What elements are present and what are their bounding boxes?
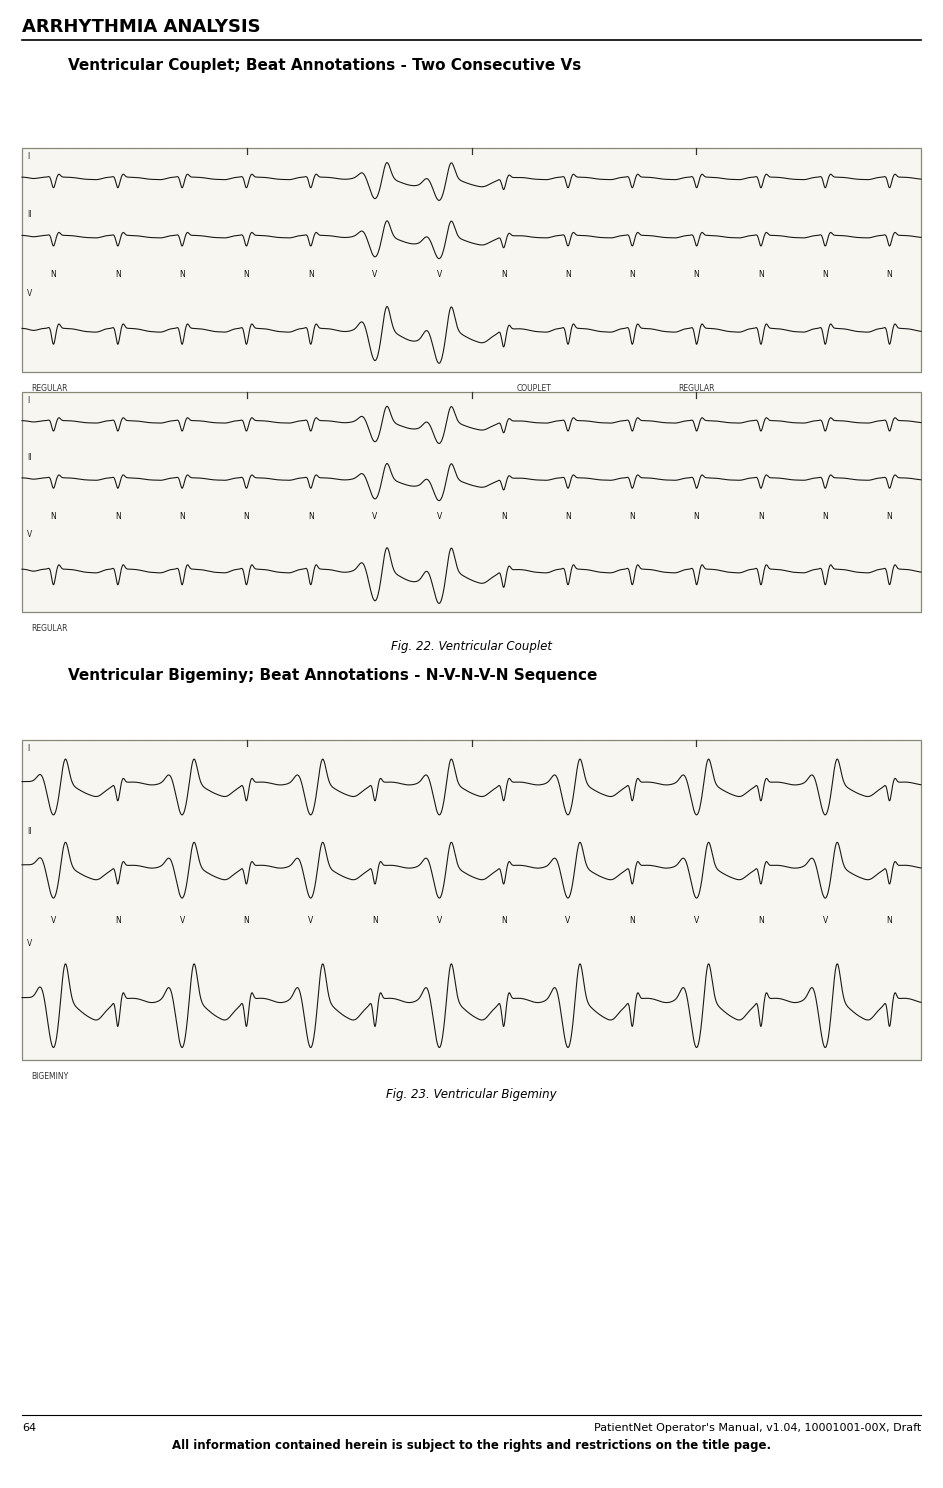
Text: N: N: [179, 269, 185, 280]
Text: N: N: [372, 917, 378, 926]
Text: N: N: [51, 269, 57, 280]
Text: V: V: [27, 289, 32, 298]
Text: V: V: [372, 512, 377, 521]
Text: I: I: [27, 396, 29, 405]
Text: N: N: [501, 512, 506, 521]
Text: N: N: [629, 917, 636, 926]
Text: N: N: [758, 512, 764, 521]
Text: V: V: [27, 939, 32, 948]
Text: N: N: [565, 512, 571, 521]
Text: N: N: [565, 269, 571, 280]
Text: Fig. 23. Ventricular Bigeminy: Fig. 23. Ventricular Bigeminy: [387, 1088, 556, 1101]
Text: N: N: [694, 269, 700, 280]
Text: N: N: [115, 269, 121, 280]
Text: II: II: [27, 210, 31, 219]
Text: Ventricular Couplet; Beat Annotations - Two Consecutive Vs: Ventricular Couplet; Beat Annotations - …: [68, 58, 581, 73]
Text: 64: 64: [22, 1423, 36, 1433]
Text: N: N: [179, 512, 185, 521]
Text: N: N: [758, 917, 764, 926]
Text: REGULAR: REGULAR: [31, 623, 68, 632]
Text: V: V: [437, 269, 442, 280]
Text: N: N: [886, 917, 892, 926]
Text: REGULAR: REGULAR: [678, 384, 715, 393]
Text: II: II: [27, 827, 31, 836]
Text: V: V: [694, 917, 699, 926]
Text: All information contained herein is subject to the rights and restrictions on th: All information contained herein is subj…: [172, 1439, 771, 1452]
Text: V: V: [437, 512, 442, 521]
Text: Fig. 22. Ventricular Couplet: Fig. 22. Ventricular Couplet: [391, 640, 552, 653]
Text: N: N: [243, 269, 249, 280]
Text: I: I: [27, 744, 29, 753]
Text: N: N: [243, 917, 249, 926]
Bar: [22, 391, 921, 612]
Text: II: II: [27, 454, 31, 463]
Text: V: V: [372, 269, 377, 280]
Text: V: V: [27, 530, 32, 539]
Text: N: N: [115, 917, 121, 926]
Text: N: N: [822, 269, 828, 280]
Text: V: V: [308, 917, 313, 926]
Bar: [22, 147, 921, 372]
Text: N: N: [629, 269, 636, 280]
Text: N: N: [501, 917, 506, 926]
Text: N: N: [694, 512, 700, 521]
Text: N: N: [307, 512, 314, 521]
Text: ARRHYTHMIA ANALYSIS: ARRHYTHMIA ANALYSIS: [22, 18, 260, 36]
Text: V: V: [179, 917, 185, 926]
Text: V: V: [51, 917, 56, 926]
Text: COUPLET: COUPLET: [517, 384, 552, 393]
Bar: [22, 740, 921, 1059]
Text: PatientNet Operator's Manual, v1.04, 10001001-00X, Draft: PatientNet Operator's Manual, v1.04, 100…: [594, 1423, 921, 1433]
Text: N: N: [886, 512, 892, 521]
Text: I: I: [27, 152, 29, 161]
Text: N: N: [51, 512, 57, 521]
Text: N: N: [501, 269, 506, 280]
Text: REGULAR: REGULAR: [31, 384, 68, 393]
Text: N: N: [243, 512, 249, 521]
Text: N: N: [307, 269, 314, 280]
Text: N: N: [758, 269, 764, 280]
Text: V: V: [437, 917, 442, 926]
Text: N: N: [115, 512, 121, 521]
Text: V: V: [566, 917, 571, 926]
Text: N: N: [822, 512, 828, 521]
Text: BIGEMINY: BIGEMINY: [31, 1071, 68, 1080]
Text: N: N: [629, 512, 636, 521]
Text: N: N: [886, 269, 892, 280]
Text: Ventricular Bigeminy; Beat Annotations - N-V-N-V-N Sequence: Ventricular Bigeminy; Beat Annotations -…: [68, 668, 597, 683]
Text: V: V: [822, 917, 828, 926]
